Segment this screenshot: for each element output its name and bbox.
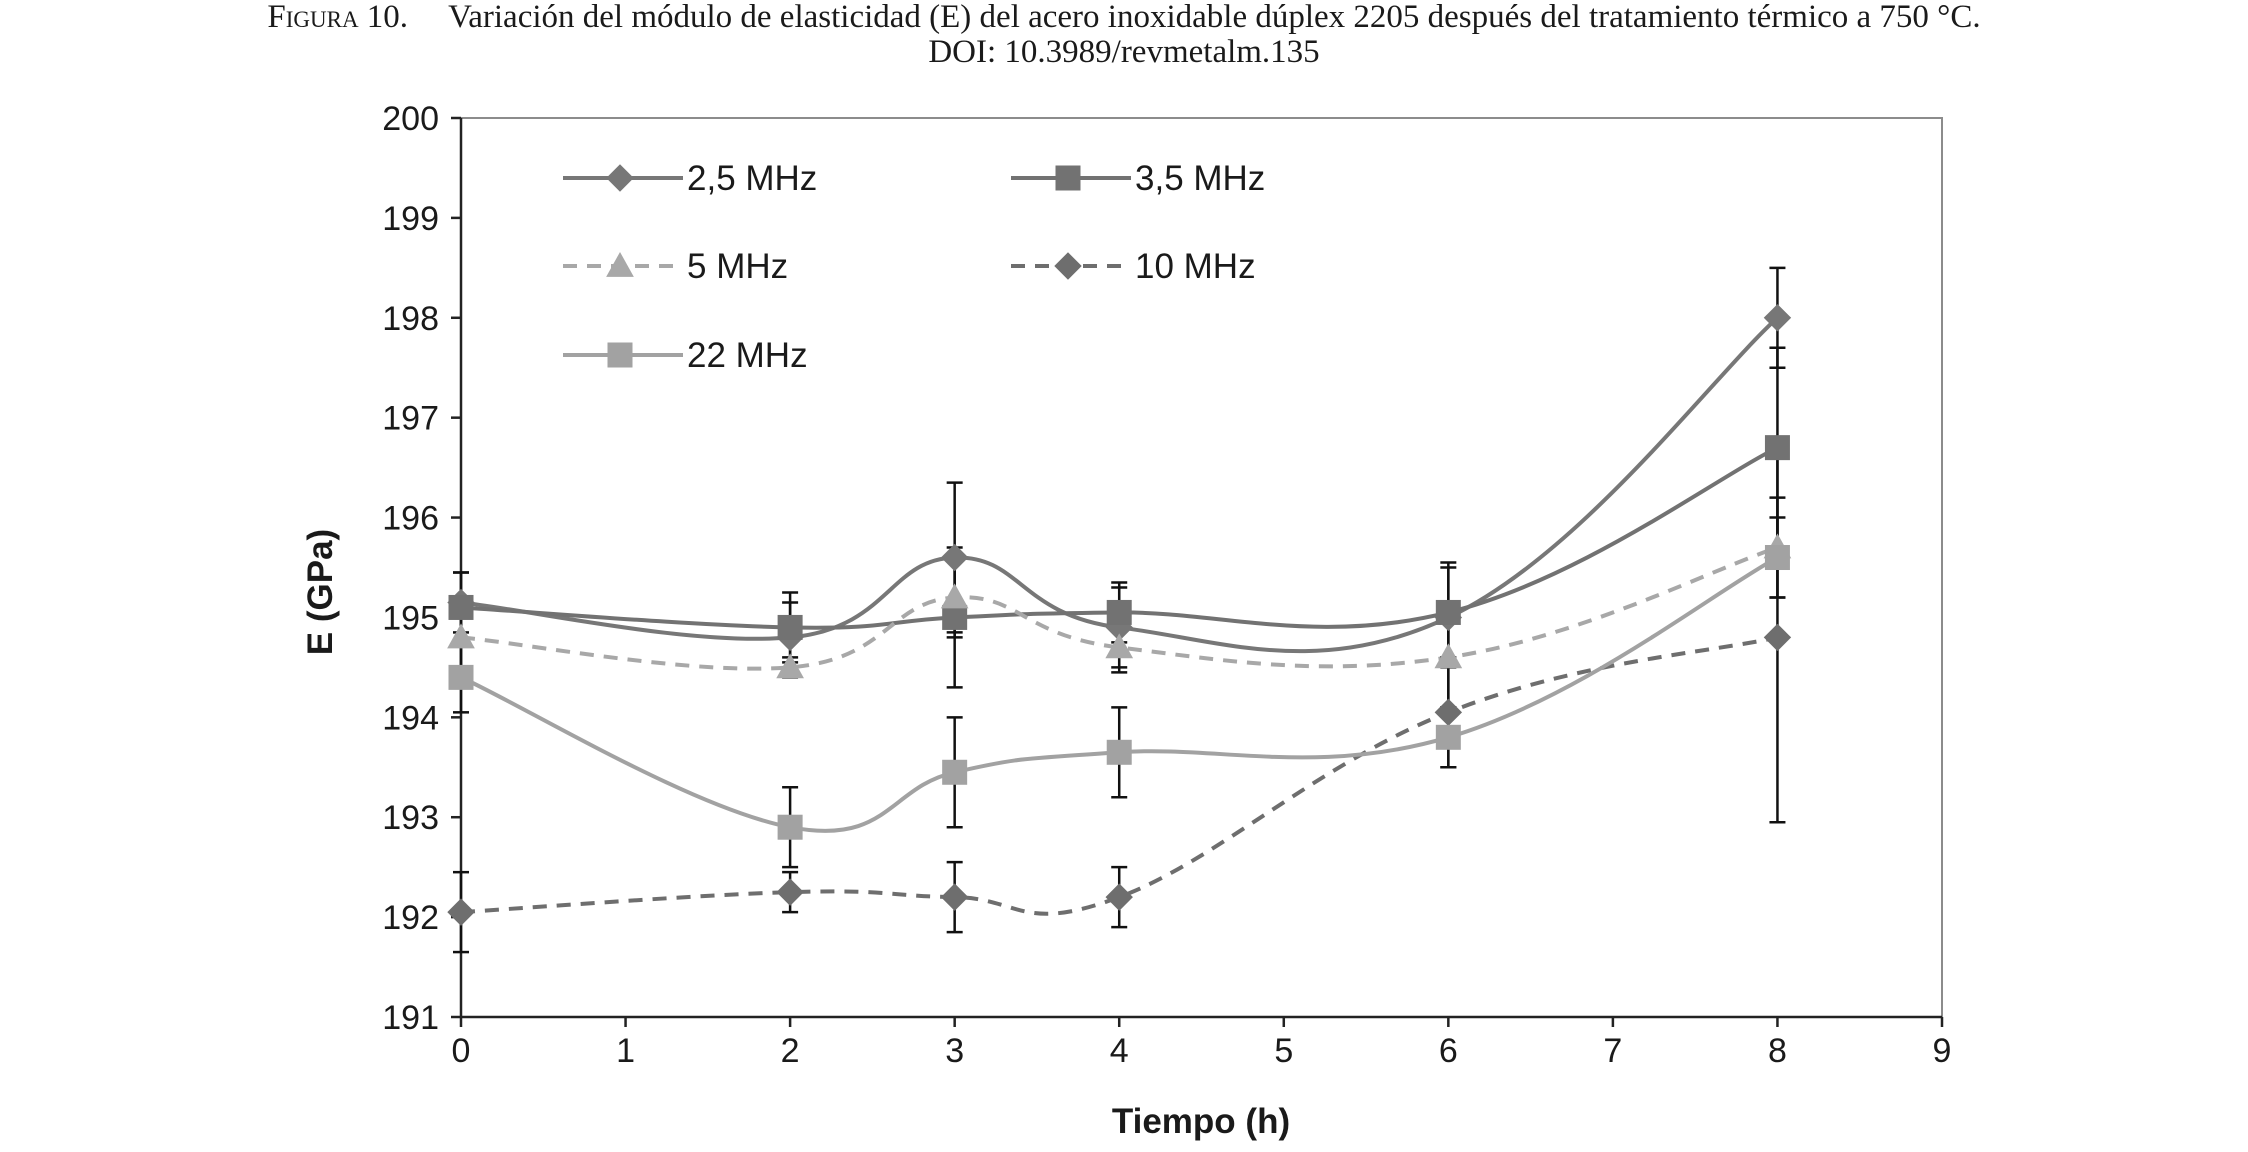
data-point bbox=[940, 883, 969, 911]
x-tick-label: 7 bbox=[1603, 1032, 1622, 1070]
caption-text: Variación del módulo de elasticidad (E) … bbox=[448, 0, 1981, 35]
data-point bbox=[940, 543, 969, 572]
legend-marker bbox=[1054, 252, 1082, 280]
figure-caption: Figura 10. Variación del módulo de elasti… bbox=[0, 0, 2248, 70]
legend-entry: 3,5 MHz bbox=[1011, 159, 1265, 198]
caption-line: Figura 10. Variación del módulo de elasti… bbox=[0, 0, 2248, 35]
x-axis-title: Tiempo (h) bbox=[1112, 1102, 1290, 1141]
caption-doi: DOI: 10.3989/revmetalm.135 bbox=[928, 34, 1320, 70]
x-tick-label: 4 bbox=[1110, 1032, 1129, 1070]
y-tick-label: 194 bbox=[382, 699, 439, 737]
y-axis-title: E (GPa) bbox=[301, 529, 340, 655]
data-point bbox=[1106, 599, 1132, 625]
x-tick-label: 9 bbox=[1933, 1032, 1952, 1070]
data-point bbox=[448, 664, 474, 690]
data-point bbox=[447, 623, 475, 649]
data-point bbox=[1434, 698, 1463, 727]
data-point bbox=[776, 653, 804, 679]
y-tick-label: 199 bbox=[382, 200, 439, 238]
legend-marker bbox=[607, 342, 633, 368]
x-tick-label: 8 bbox=[1768, 1032, 1787, 1070]
y-tick-label: 200 bbox=[382, 100, 439, 138]
legend-label: 5 MHz bbox=[687, 247, 788, 286]
y-tick-label: 193 bbox=[382, 799, 439, 837]
data-point bbox=[940, 583, 969, 609]
data-point bbox=[1763, 623, 1792, 652]
legend-marker bbox=[606, 164, 634, 192]
series-line-2 bbox=[460, 545, 1779, 671]
legend-entry: 2,5 MHz bbox=[563, 159, 817, 198]
y-tick-label: 195 bbox=[382, 599, 439, 637]
data-point bbox=[1763, 304, 1792, 332]
y-tick-label: 196 bbox=[382, 500, 439, 538]
figure-label: Figura 10. bbox=[267, 0, 409, 35]
y-tick-label: 192 bbox=[382, 899, 439, 937]
x-tick-label: 2 bbox=[781, 1032, 800, 1070]
x-tick-label: 1 bbox=[616, 1032, 635, 1070]
legend-marker bbox=[1055, 165, 1081, 191]
legend-entry: 10 MHz bbox=[1011, 247, 1256, 286]
series-line-4 bbox=[460, 555, 1779, 833]
data-point bbox=[1435, 599, 1461, 625]
data-point bbox=[1105, 883, 1133, 911]
data-point bbox=[448, 594, 474, 620]
legend-entry: 5 MHz bbox=[563, 247, 788, 286]
data-point bbox=[942, 759, 968, 785]
data-point bbox=[1764, 545, 1790, 571]
legend-marker bbox=[606, 251, 634, 277]
series-line-0 bbox=[460, 316, 1779, 654]
legend-entry: 22 MHz bbox=[563, 336, 808, 375]
legend-label: 2,5 MHz bbox=[687, 159, 817, 198]
data-point bbox=[1434, 643, 1463, 669]
legend-label: 3,5 MHz bbox=[1135, 159, 1265, 198]
y-tick-label: 191 bbox=[382, 999, 439, 1037]
data-point bbox=[1435, 724, 1461, 750]
data-point bbox=[777, 614, 803, 640]
data-point bbox=[1105, 633, 1134, 659]
plot-area-border bbox=[461, 117, 1943, 1017]
data-point bbox=[1106, 739, 1132, 765]
data-point bbox=[777, 814, 803, 840]
x-tick-label: 0 bbox=[452, 1032, 471, 1070]
x-tick-label: 3 bbox=[945, 1032, 964, 1070]
legend-label: 22 MHz bbox=[687, 336, 808, 375]
data-point bbox=[942, 604, 968, 630]
legend-label: 10 MHz bbox=[1135, 247, 1256, 286]
data-point bbox=[447, 898, 475, 926]
data-point bbox=[1764, 435, 1790, 461]
series-line-1 bbox=[460, 445, 1779, 630]
data-point bbox=[776, 878, 804, 906]
y-tick-label: 197 bbox=[382, 400, 439, 438]
y-tick-label: 198 bbox=[382, 300, 439, 338]
x-tick-label: 5 bbox=[1274, 1032, 1293, 1070]
x-tick-label: 6 bbox=[1439, 1032, 1458, 1070]
